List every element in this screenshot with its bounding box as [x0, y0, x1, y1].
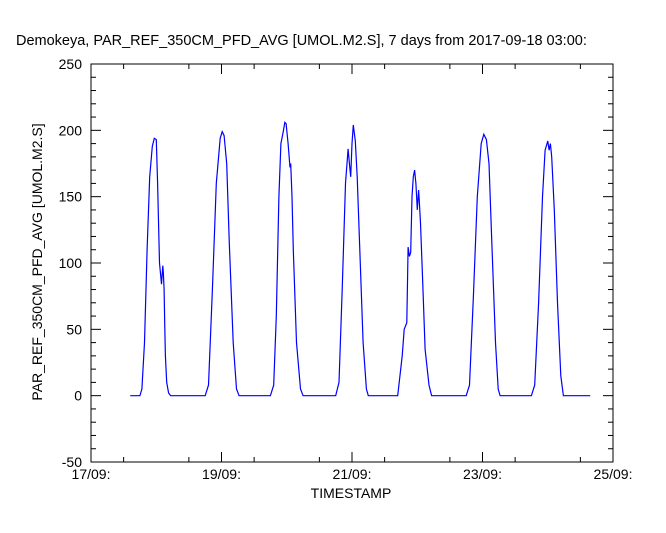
y-axis-label: PAR_REF_350CM_PFD_AVG [UMOL.M2.S] — [29, 123, 45, 400]
series-line-par-ref — [130, 121, 591, 397]
plot-frame — [90, 63, 614, 463]
chart-title: Demokeya, PAR_REF_350CM_PFD_AVG [UMOL.M2… — [16, 33, 587, 49]
y-tick-label: 150 — [59, 189, 83, 205]
x-tick-label: 21/09: — [333, 466, 372, 482]
x-tick-label: 19/09: — [202, 466, 241, 482]
y-tick-label: 200 — [59, 122, 83, 138]
x-tick-label: 23/09: — [463, 466, 502, 482]
y-tick-label: 0 — [74, 388, 82, 404]
x-axis-label: TIMESTAMP — [311, 485, 392, 501]
y-tick-label: -50 — [62, 454, 82, 470]
axis-ticks — [90, 63, 614, 463]
x-tick-label: 17/09: — [72, 466, 111, 482]
axis-tick-labels: -50 0 50 100 150 200 250 17/09: 19/09: 21/09: 23/0… — [59, 56, 633, 482]
y-tick-label: 50 — [66, 321, 82, 337]
y-tick-label: 250 — [59, 56, 83, 72]
plot-area — [90, 63, 614, 463]
x-tick-label: 25/09: — [594, 466, 633, 482]
y-tick-label: 100 — [59, 255, 83, 271]
